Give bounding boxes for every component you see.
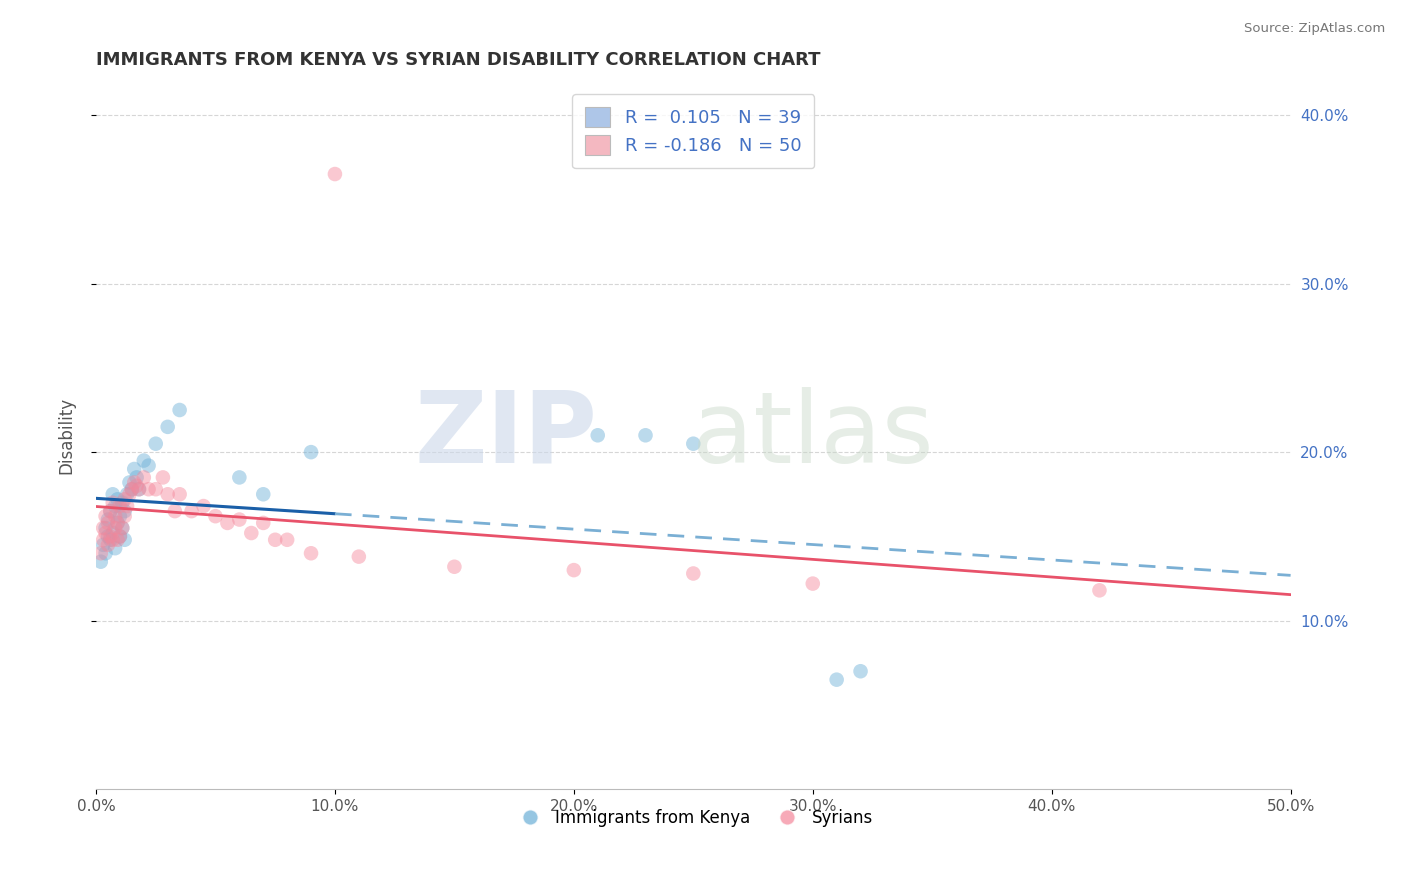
Point bbox=[98, 533, 121, 547]
Point bbox=[128, 482, 150, 496]
Point bbox=[122, 462, 145, 476]
Point bbox=[125, 470, 148, 484]
Point bbox=[94, 521, 117, 535]
Point bbox=[323, 167, 346, 181]
Point bbox=[101, 526, 124, 541]
Point bbox=[111, 496, 134, 510]
Point bbox=[299, 445, 322, 459]
Point bbox=[132, 470, 155, 484]
Point bbox=[107, 492, 129, 507]
Point bbox=[111, 521, 134, 535]
Point bbox=[101, 496, 124, 510]
Point bbox=[138, 458, 160, 473]
Point bbox=[152, 470, 174, 484]
Point bbox=[252, 487, 274, 501]
Point bbox=[104, 521, 127, 535]
Point bbox=[634, 428, 657, 442]
Point bbox=[128, 482, 150, 496]
Point bbox=[443, 559, 465, 574]
Point bbox=[97, 516, 120, 530]
Point bbox=[682, 566, 704, 581]
Point bbox=[90, 546, 112, 560]
Text: atlas: atlas bbox=[692, 387, 934, 483]
Point bbox=[801, 576, 824, 591]
Point bbox=[101, 533, 124, 547]
Point bbox=[145, 482, 167, 496]
Point bbox=[94, 526, 117, 541]
Point bbox=[91, 533, 114, 547]
Point bbox=[108, 499, 131, 513]
Point bbox=[94, 546, 117, 560]
Point bbox=[114, 509, 136, 524]
Point bbox=[1088, 583, 1111, 598]
Point bbox=[115, 487, 138, 501]
Point bbox=[180, 504, 202, 518]
Point bbox=[94, 509, 117, 524]
Point bbox=[240, 526, 263, 541]
Point bbox=[98, 504, 121, 518]
Point bbox=[108, 529, 131, 543]
Point bbox=[90, 555, 112, 569]
Text: IMMIGRANTS FROM KENYA VS SYRIAN DISABILITY CORRELATION CHART: IMMIGRANTS FROM KENYA VS SYRIAN DISABILI… bbox=[96, 51, 821, 69]
Y-axis label: Disability: Disability bbox=[58, 397, 75, 474]
Point bbox=[114, 492, 136, 507]
Point bbox=[228, 470, 250, 484]
Point bbox=[252, 516, 274, 530]
Point bbox=[163, 504, 186, 518]
Point bbox=[145, 436, 167, 450]
Point bbox=[682, 436, 704, 450]
Point bbox=[156, 487, 179, 501]
Point bbox=[132, 453, 155, 467]
Point bbox=[169, 487, 191, 501]
Point bbox=[104, 509, 127, 524]
Point bbox=[122, 475, 145, 490]
Point bbox=[91, 521, 114, 535]
Point bbox=[115, 499, 138, 513]
Point bbox=[108, 529, 131, 543]
Point bbox=[586, 428, 609, 442]
Point bbox=[98, 529, 121, 543]
Point bbox=[138, 482, 160, 496]
Point bbox=[193, 499, 215, 513]
Point bbox=[121, 482, 143, 496]
Point bbox=[114, 533, 136, 547]
Point bbox=[91, 538, 114, 552]
Point bbox=[107, 516, 129, 530]
Point bbox=[108, 509, 131, 524]
Point bbox=[562, 563, 585, 577]
Point bbox=[107, 516, 129, 530]
Point bbox=[276, 533, 298, 547]
Legend: Immigrants from Kenya, Syrians: Immigrants from Kenya, Syrians bbox=[506, 803, 880, 834]
Point bbox=[156, 420, 179, 434]
Point bbox=[125, 479, 148, 493]
Point bbox=[97, 512, 120, 526]
Point bbox=[825, 673, 848, 687]
Text: Source: ZipAtlas.com: Source: ZipAtlas.com bbox=[1244, 22, 1385, 36]
Point bbox=[104, 499, 127, 513]
Point bbox=[98, 504, 121, 518]
Point bbox=[228, 512, 250, 526]
Point bbox=[104, 541, 127, 556]
Point bbox=[169, 403, 191, 417]
Point bbox=[299, 546, 322, 560]
Point bbox=[118, 475, 141, 490]
Point bbox=[121, 482, 143, 496]
Point bbox=[204, 509, 226, 524]
Point bbox=[264, 533, 287, 547]
Point bbox=[107, 533, 129, 547]
Point bbox=[97, 538, 120, 552]
Point bbox=[111, 521, 134, 535]
Point bbox=[97, 529, 120, 543]
Point bbox=[118, 487, 141, 501]
Point bbox=[849, 665, 872, 679]
Text: ZIP: ZIP bbox=[415, 387, 598, 483]
Point bbox=[347, 549, 370, 564]
Point bbox=[101, 487, 124, 501]
Point bbox=[114, 504, 136, 518]
Point bbox=[217, 516, 239, 530]
